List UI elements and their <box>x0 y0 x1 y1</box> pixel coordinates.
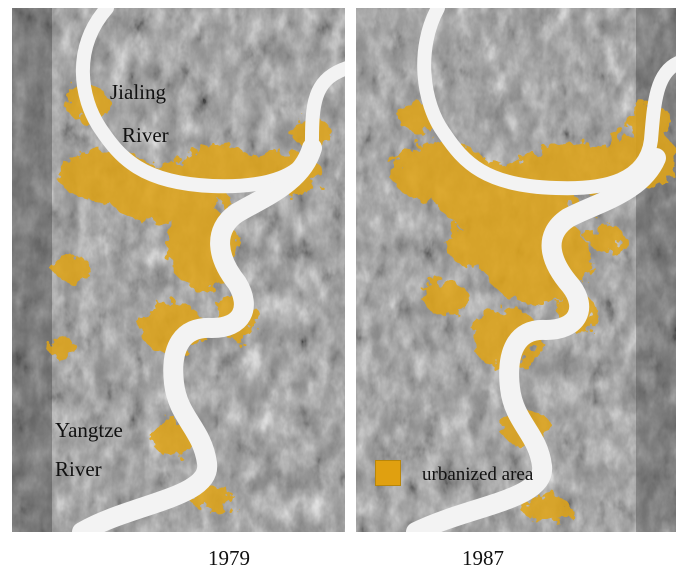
river-1987 <box>406 8 676 532</box>
terrain-shadow-left <box>12 8 52 532</box>
satellite-image-1987 <box>356 8 676 532</box>
year-label-1979: 1979 <box>208 546 250 570</box>
year-label-1987: 1987 <box>462 546 504 570</box>
river-label-yangtze-river: River <box>55 459 102 480</box>
map-panel-1979: Jialing River Yangtze River <box>12 8 345 532</box>
satellite-image-1979 <box>12 8 345 532</box>
map-panel-1987: urbanized area <box>356 8 676 532</box>
river-label-yangtze-line1: Yangtze <box>55 418 123 442</box>
legend-label-urbanized: urbanized area <box>422 464 534 485</box>
river-label-jialing-river: River <box>122 125 169 146</box>
river-label-jialing-line1: Jialing <box>110 80 166 104</box>
river-label-yangtze: Yangtze <box>55 420 123 441</box>
river-label-yangtze-line2: River <box>55 457 102 481</box>
river-label-jialing-line2: River <box>122 123 169 147</box>
river-1979 <box>72 8 345 532</box>
legend-swatch-urbanized <box>375 460 401 486</box>
river-label-jialing: Jialing <box>110 82 166 103</box>
